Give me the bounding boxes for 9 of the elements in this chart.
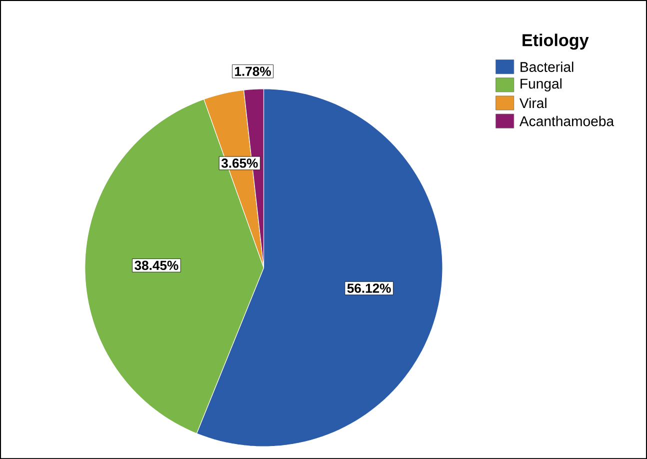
legend-label: Acanthamoeba — [519, 116, 614, 126]
legend-label: Bacterial — [520, 62, 574, 72]
legend-title: Etiology — [522, 34, 589, 50]
data-label: 3.65% — [221, 158, 258, 168]
data-label: 1.78% — [235, 66, 271, 76]
data-label: 56.12% — [347, 284, 391, 293]
legend-label: Viral — [520, 98, 546, 108]
data-label: 38.45% — [134, 260, 178, 270]
legend-label: Fungal — [520, 78, 562, 92]
